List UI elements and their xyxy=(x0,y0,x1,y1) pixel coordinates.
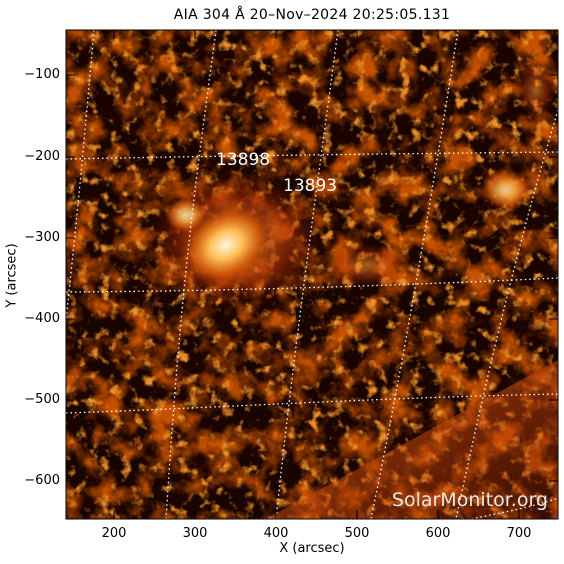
x-tick-label: 500 xyxy=(344,526,370,541)
x-tick-label: 400 xyxy=(263,526,289,541)
y-tick-label: −200 xyxy=(24,149,60,164)
watermark: SolarMonitor.org xyxy=(391,489,548,511)
y-tick-label: −100 xyxy=(24,67,60,82)
x-tick-label: 600 xyxy=(425,526,451,541)
active-region-label: 13893 xyxy=(283,176,338,196)
y-axis-label: Y (arcsec) xyxy=(4,243,20,308)
active-region-label: 13898 xyxy=(216,150,271,170)
solar-image-panel: 13898 13893 SolarMonitor.org xyxy=(66,30,558,519)
x-tick-label: 700 xyxy=(506,526,532,541)
x-axis-label: X (arcsec) xyxy=(279,541,345,556)
x-tick-label: 200 xyxy=(101,526,127,541)
solar-texture xyxy=(66,30,558,519)
y-tick-label: −400 xyxy=(24,311,60,326)
y-tick-label: −600 xyxy=(24,473,60,488)
y-tick-label: −300 xyxy=(24,230,60,245)
y-tick-label: −500 xyxy=(24,392,60,407)
x-tick-label: 300 xyxy=(182,526,208,541)
image-title: AIA 304 Å 20–Nov–2024 20:25:05.131 xyxy=(173,7,451,23)
